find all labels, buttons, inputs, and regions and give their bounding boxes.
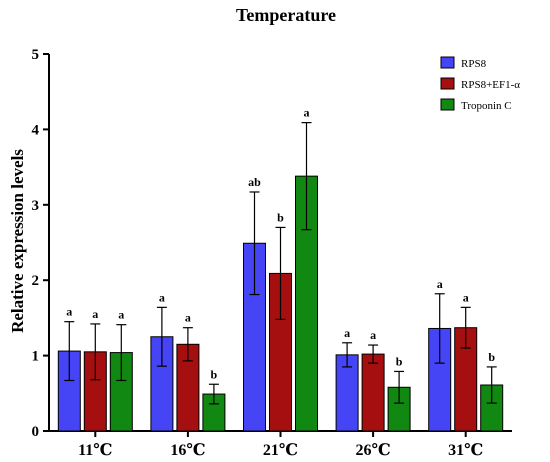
significance-label: b <box>396 354 403 368</box>
significance-label: a <box>185 311 191 325</box>
legend-label: Troponin C <box>461 100 512 112</box>
x-tick-label: 16℃ <box>170 442 205 459</box>
significance-label: a <box>159 290 165 304</box>
x-tick-label: 26℃ <box>356 442 391 459</box>
y-tick-label: 5 <box>32 47 40 63</box>
legend-label: RPS8+EF1-α <box>461 79 520 91</box>
significance-label: a <box>118 308 124 322</box>
legend-swatch <box>440 56 455 69</box>
significance-label: a <box>370 328 376 342</box>
bar <box>361 353 385 432</box>
legend-swatch <box>440 98 455 111</box>
y-axis-title: Relative expression levels <box>8 149 27 333</box>
legend: RPS8 RPS8+EF1-α Troponin C <box>440 56 520 112</box>
y-tick-label: 1 <box>32 349 40 365</box>
y-tick-label: 2 <box>32 273 40 289</box>
x-tick-label: 21℃ <box>263 442 298 459</box>
significance-label: a <box>304 106 310 120</box>
significance-label: a <box>344 326 350 340</box>
significance-label: a <box>92 307 98 321</box>
significance-label: b <box>488 350 495 364</box>
significance-label: b <box>211 367 218 381</box>
x-tick-label: 11℃ <box>78 442 112 459</box>
y-tick-label: 0 <box>32 424 40 440</box>
x-tick-label: 31℃ <box>448 442 483 459</box>
significance-label: ab <box>248 175 261 189</box>
significance-label: a <box>437 277 443 291</box>
significance-label: a <box>463 290 469 304</box>
legend-label: RPS8 <box>461 58 487 70</box>
significance-label: a <box>66 305 72 319</box>
legend-swatch <box>440 77 455 90</box>
y-tick-label: 4 <box>32 122 40 138</box>
y-tick-label: 3 <box>32 198 40 214</box>
chart-title: Temperature <box>236 5 336 25</box>
significance-label: b <box>277 210 284 224</box>
